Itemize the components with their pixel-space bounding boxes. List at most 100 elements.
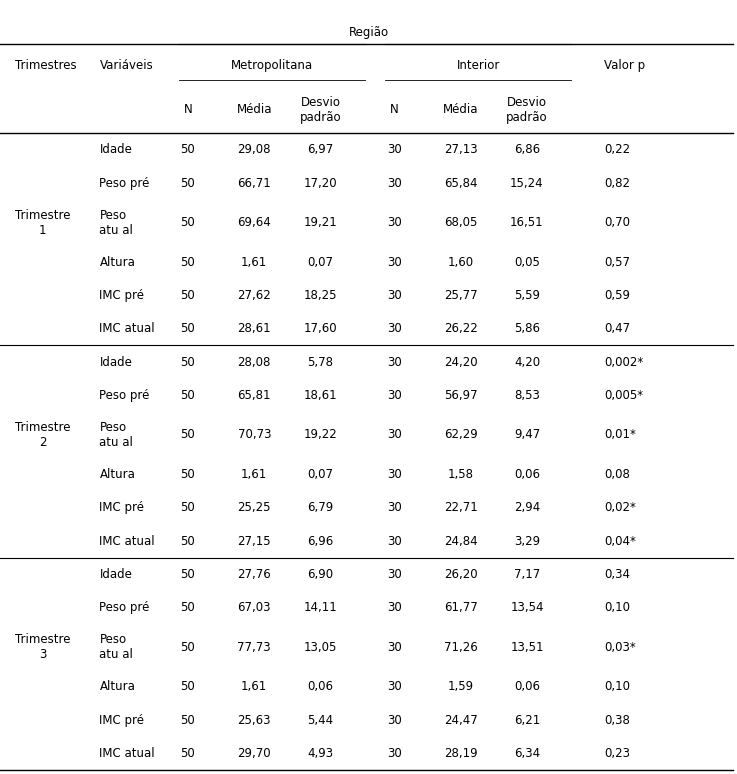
Text: 50: 50 xyxy=(181,747,195,760)
Text: 30: 30 xyxy=(387,322,402,335)
Text: Peso
atu al: Peso atu al xyxy=(99,421,133,449)
Text: 0,22: 0,22 xyxy=(604,143,630,156)
Text: 50: 50 xyxy=(181,289,195,302)
Text: 13,05: 13,05 xyxy=(304,641,338,654)
Text: 4,93: 4,93 xyxy=(307,747,334,760)
Text: 6,21: 6,21 xyxy=(514,714,540,727)
Text: Metropolitana: Metropolitana xyxy=(231,59,313,72)
Text: 19,22: 19,22 xyxy=(304,429,338,441)
Text: 15,24: 15,24 xyxy=(510,176,544,190)
Text: 0,38: 0,38 xyxy=(604,714,630,727)
Text: IMC atual: IMC atual xyxy=(99,747,155,760)
Text: 50: 50 xyxy=(181,641,195,654)
Text: Altura: Altura xyxy=(99,468,136,481)
Text: 30: 30 xyxy=(387,176,402,190)
Text: 30: 30 xyxy=(387,429,402,441)
Text: 50: 50 xyxy=(181,568,195,581)
Text: 28,08: 28,08 xyxy=(237,355,271,368)
Text: 6,90: 6,90 xyxy=(307,568,334,581)
Text: N: N xyxy=(390,104,399,116)
Text: 30: 30 xyxy=(387,641,402,654)
Text: 3,29: 3,29 xyxy=(514,535,540,548)
Text: Valor p: Valor p xyxy=(604,59,646,72)
Text: 69,64: 69,64 xyxy=(237,216,271,229)
Text: 0,002*: 0,002* xyxy=(604,355,643,368)
Text: 17,20: 17,20 xyxy=(304,176,338,190)
Text: Altura: Altura xyxy=(99,680,136,694)
Text: IMC pré: IMC pré xyxy=(99,714,144,727)
Text: 6,79: 6,79 xyxy=(307,502,334,514)
Text: 25,77: 25,77 xyxy=(444,289,478,302)
Text: 0,02*: 0,02* xyxy=(604,502,636,514)
Text: 27,62: 27,62 xyxy=(237,289,271,302)
Text: Média: Média xyxy=(443,104,478,116)
Text: Trimestre
1: Trimestre 1 xyxy=(15,209,70,237)
Text: 30: 30 xyxy=(387,502,402,514)
Text: IMC pré: IMC pré xyxy=(99,289,144,302)
Text: 5,59: 5,59 xyxy=(514,289,540,302)
Text: IMC atual: IMC atual xyxy=(99,535,155,548)
Text: 30: 30 xyxy=(387,747,402,760)
Text: 61,77: 61,77 xyxy=(444,601,478,615)
Text: 0,57: 0,57 xyxy=(604,255,630,269)
Text: 62,29: 62,29 xyxy=(444,429,478,441)
Text: 24,47: 24,47 xyxy=(444,714,478,727)
Text: 0,06: 0,06 xyxy=(307,680,334,694)
Text: 2,94: 2,94 xyxy=(514,502,540,514)
Text: 56,97: 56,97 xyxy=(444,389,478,402)
Text: 77,73: 77,73 xyxy=(237,641,271,654)
Text: Idade: Idade xyxy=(99,143,133,156)
Text: 0,04*: 0,04* xyxy=(604,535,636,548)
Text: 68,05: 68,05 xyxy=(444,216,478,229)
Text: Peso pré: Peso pré xyxy=(99,601,150,615)
Text: 50: 50 xyxy=(181,143,195,156)
Text: 24,84: 24,84 xyxy=(444,535,478,548)
Text: 27,13: 27,13 xyxy=(444,143,478,156)
Text: Desvio
padrão: Desvio padrão xyxy=(506,96,548,124)
Text: 67,03: 67,03 xyxy=(237,601,271,615)
Text: Peso pré: Peso pré xyxy=(99,389,150,402)
Text: 0,005*: 0,005* xyxy=(604,389,643,402)
Text: Trimestres: Trimestres xyxy=(15,59,77,72)
Text: 0,07: 0,07 xyxy=(307,468,334,481)
Text: 50: 50 xyxy=(181,535,195,548)
Text: 0,70: 0,70 xyxy=(604,216,630,229)
Text: 50: 50 xyxy=(181,322,195,335)
Text: 8,53: 8,53 xyxy=(514,389,540,402)
Text: 65,81: 65,81 xyxy=(237,389,271,402)
Text: IMC atual: IMC atual xyxy=(99,322,155,335)
Text: 50: 50 xyxy=(181,714,195,727)
Text: Peso
atu al: Peso atu al xyxy=(99,633,133,661)
Text: IMC pré: IMC pré xyxy=(99,502,144,514)
Text: Interior: Interior xyxy=(457,59,500,72)
Text: 0,23: 0,23 xyxy=(604,747,630,760)
Text: 5,44: 5,44 xyxy=(307,714,334,727)
Text: 0,10: 0,10 xyxy=(604,601,630,615)
Text: 30: 30 xyxy=(387,680,402,694)
Text: Peso pré: Peso pré xyxy=(99,176,150,190)
Text: 30: 30 xyxy=(387,289,402,302)
Text: 26,20: 26,20 xyxy=(444,568,478,581)
Text: 4,20: 4,20 xyxy=(514,355,540,368)
Text: 50: 50 xyxy=(181,601,195,615)
Text: 0,47: 0,47 xyxy=(604,322,630,335)
Text: 50: 50 xyxy=(181,255,195,269)
Text: 30: 30 xyxy=(387,714,402,727)
Text: 6,96: 6,96 xyxy=(307,535,334,548)
Text: 6,86: 6,86 xyxy=(514,143,540,156)
Text: 50: 50 xyxy=(181,216,195,229)
Text: 30: 30 xyxy=(387,389,402,402)
Text: 1,61: 1,61 xyxy=(241,255,268,269)
Text: 7,17: 7,17 xyxy=(514,568,540,581)
Text: 0,59: 0,59 xyxy=(604,289,630,302)
Text: 14,11: 14,11 xyxy=(304,601,338,615)
Text: 0,10: 0,10 xyxy=(604,680,630,694)
Text: 50: 50 xyxy=(181,389,195,402)
Text: 0,08: 0,08 xyxy=(604,468,630,481)
Text: 30: 30 xyxy=(387,143,402,156)
Text: 0,07: 0,07 xyxy=(307,255,334,269)
Text: 0,03*: 0,03* xyxy=(604,641,636,654)
Text: 50: 50 xyxy=(181,502,195,514)
Text: 17,60: 17,60 xyxy=(304,322,338,335)
Text: 0,34: 0,34 xyxy=(604,568,630,581)
